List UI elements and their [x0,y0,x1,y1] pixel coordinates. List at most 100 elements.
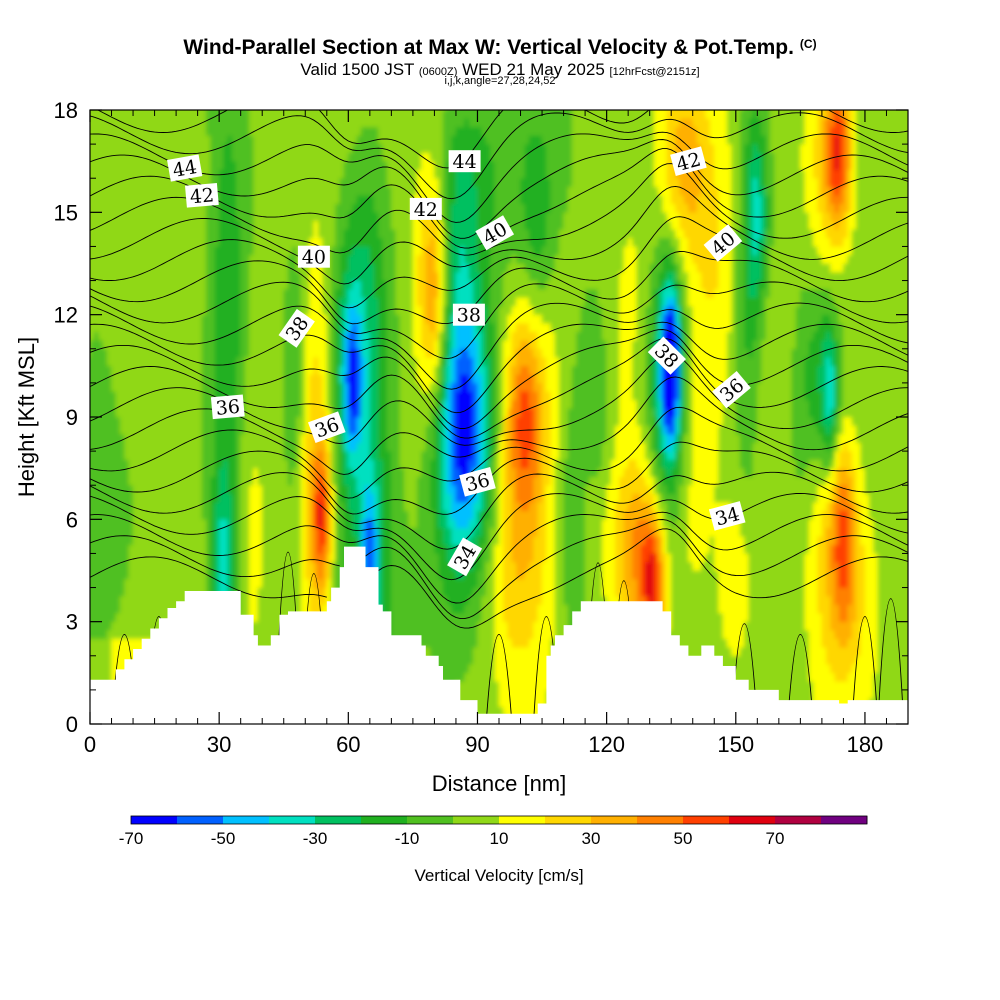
velocity-cell [287,126,293,136]
velocity-cell [266,348,272,358]
velocity-cell [102,212,108,222]
velocity-cell [343,502,349,512]
velocity-cell [330,263,336,273]
velocity-cell [223,126,228,136]
velocity-cell [193,553,198,563]
velocity-cell [244,135,250,145]
velocity-cell [348,485,353,494]
velocity-cell [158,570,164,580]
velocity-cell [292,399,297,409]
velocity-cell [128,442,134,452]
velocity-cell [257,160,263,170]
velocity-cell [98,357,104,367]
velocity-cell [305,578,310,588]
velocity-cell [339,340,345,349]
velocity-cell [283,357,289,367]
velocity-cell [287,510,293,520]
velocity-cell [231,314,237,324]
velocity-cell [115,391,121,401]
velocity-cell [171,305,177,315]
velocity-cell [81,204,86,213]
velocity-cell [124,604,129,614]
velocity-cell [141,561,147,571]
velocity-cell [141,340,147,349]
velocity-cell [81,144,86,153]
velocity-cell [119,246,125,256]
velocity-cell [292,305,297,315]
velocity-cell [102,621,108,631]
velocity-cell [158,271,164,281]
velocity-cell [257,263,263,273]
velocity-cell [150,186,155,196]
velocity-cell [245,93,250,102]
velocity-cell [197,246,203,256]
velocity-cell [283,399,289,409]
velocity-cell [184,331,190,341]
velocity-cell [231,340,237,349]
velocity-cell [145,186,151,196]
velocity-cell [330,297,336,307]
velocity-cell [188,110,194,111]
velocity-cell [279,305,284,315]
velocity-cell [128,246,134,256]
velocity-cell [356,126,362,136]
velocity-cell [296,297,302,307]
velocity-cell [356,442,362,452]
velocity-cell [296,732,301,741]
velocity-cell [266,118,272,128]
velocity-cell [352,288,358,298]
velocity-cell [162,612,168,622]
velocity-cell [348,314,353,324]
velocity-cell [223,237,228,247]
velocity-cell [150,382,155,392]
velocity-cell [107,459,112,469]
velocity-cell [223,391,228,401]
velocity-cell [317,485,323,494]
velocity-cell [90,527,95,537]
velocity-cell [356,314,362,324]
velocity-cell [283,263,289,273]
velocity-cell [283,510,289,520]
velocity-cell [231,246,237,256]
velocity-cell [227,485,233,494]
velocity-cell [330,160,336,170]
velocity-cell [210,305,216,315]
velocity-cell [162,399,168,409]
velocity-cell [322,288,327,298]
velocity-cell [193,212,198,222]
velocity-cell [81,502,86,511]
velocity-cell [154,433,160,443]
velocity-cell [244,374,250,384]
velocity-cell [81,297,86,306]
velocity-cell [287,237,293,247]
velocity-cell [128,553,134,563]
velocity-cell [361,459,366,469]
velocity-cell [150,340,155,349]
velocity-cell [150,271,155,281]
velocity-cell [253,271,259,281]
velocity-cell [124,493,129,503]
velocity-cell [270,391,276,401]
velocity-cell [266,510,272,520]
velocity-cell [171,178,177,187]
velocity-cell [262,195,267,205]
velocity-cell [197,297,203,307]
velocity-cell [180,561,185,571]
velocity-cell [300,561,306,571]
velocity-cell [94,612,99,622]
velocity-cell [249,212,254,222]
velocity-cell [158,288,164,298]
velocity-cell [279,220,284,230]
velocity-cell [296,459,302,469]
velocity-cell [107,467,112,477]
velocity-cell [317,442,323,452]
velocity-cell [141,536,147,546]
velocity-cell [309,280,315,290]
velocity-cell [193,280,198,290]
velocity-cell [305,212,310,222]
velocity-cell [296,160,302,170]
velocity-cell [317,723,323,724]
velocity-cell [90,493,95,503]
velocity-cell [305,485,310,494]
velocity-cell [227,536,233,546]
